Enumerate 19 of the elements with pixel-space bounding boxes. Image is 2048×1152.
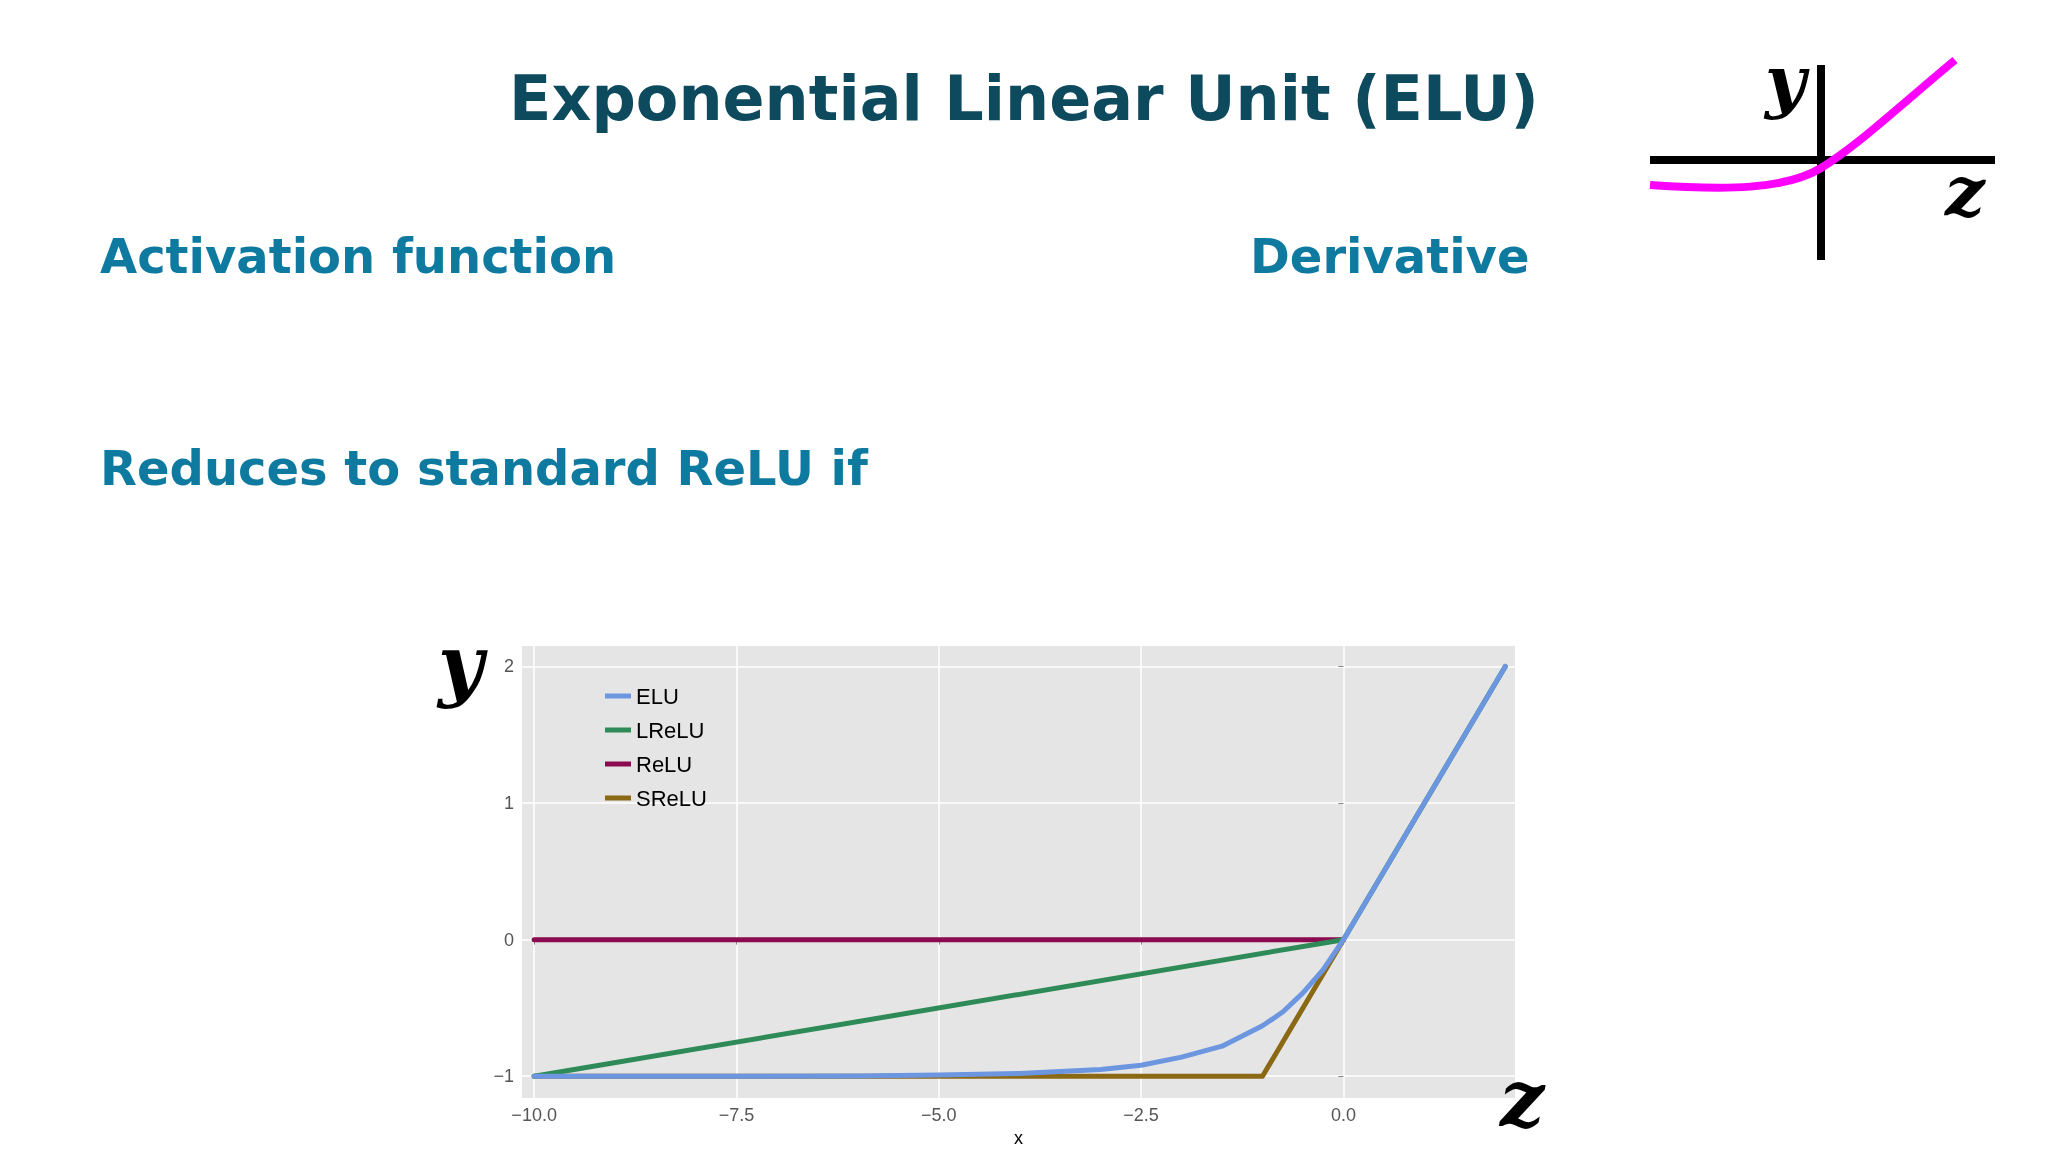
legend-label: LReLU	[636, 717, 705, 743]
x-tick-label: −7.5	[718, 1105, 755, 1126]
legend-label: ELU	[636, 683, 679, 709]
legend-label: ReLU	[636, 751, 693, 777]
x-tick-label: −5.0	[921, 1105, 957, 1126]
x-axis-title: x	[1014, 1128, 1023, 1148]
y-tick-label: −1	[493, 1066, 514, 1087]
y-tick-label: 0	[503, 929, 514, 950]
text: Derivative	[1250, 228, 1530, 284]
x-tick-label: −10.0	[511, 1105, 557, 1126]
x-tick-label: 0.0	[1330, 1105, 1356, 1126]
text: Activation function	[100, 228, 617, 284]
annotation: z	[1500, 1053, 1545, 1144]
legend-label: SReLU	[636, 785, 707, 811]
y-tick-label: 1	[503, 793, 514, 814]
text: Reduces to standard ReLU if	[100, 440, 868, 496]
chart-title: Exponential Linear Unit (ELU)	[509, 62, 1539, 135]
x-tick-label: −2.5	[1123, 1105, 1159, 1126]
y-tick-label: 2	[503, 656, 514, 677]
